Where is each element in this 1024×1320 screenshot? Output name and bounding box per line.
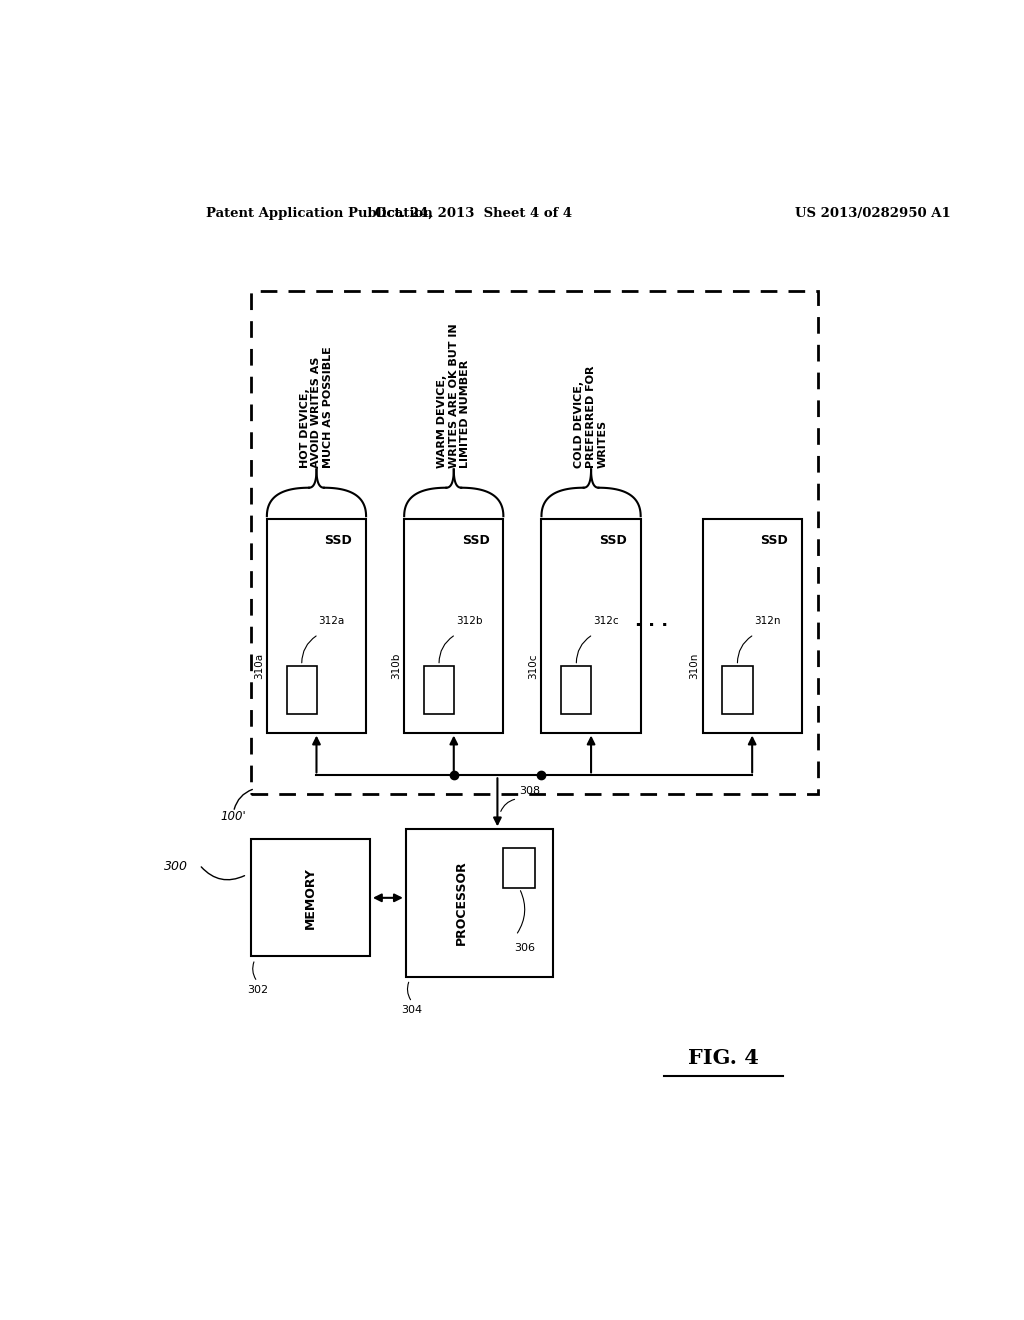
Bar	[251, 290, 818, 793]
Bar	[406, 829, 553, 977]
Text: 310b: 310b	[391, 653, 401, 680]
Text: 312b: 312b	[456, 616, 482, 626]
Text: 302: 302	[247, 985, 268, 995]
Bar	[251, 840, 370, 956]
Text: SSD: SSD	[599, 535, 627, 548]
Bar	[561, 665, 592, 714]
Text: WARM DEVICE,
WRITES ARE OK BUT IN
LIMITED NUMBER: WARM DEVICE, WRITES ARE OK BUT IN LIMITE…	[437, 323, 470, 469]
Text: SSD: SSD	[462, 535, 489, 548]
Bar	[287, 665, 316, 714]
Text: US 2013/0282950 A1: US 2013/0282950 A1	[795, 207, 950, 220]
Bar	[702, 519, 802, 733]
Text: SSD: SSD	[325, 535, 352, 548]
Bar	[424, 665, 455, 714]
Text: 306: 306	[514, 942, 536, 953]
Text: 310n: 310n	[689, 653, 699, 680]
Bar	[504, 847, 536, 888]
Text: MEMORY: MEMORY	[304, 867, 317, 929]
Bar	[722, 665, 753, 714]
Bar	[542, 519, 641, 733]
Text: FIG. 4: FIG. 4	[688, 1048, 759, 1068]
Text: 312n: 312n	[754, 616, 780, 626]
Text: · · ·: · · ·	[635, 616, 669, 635]
Text: 312a: 312a	[318, 616, 345, 626]
Bar	[267, 519, 367, 733]
Bar	[404, 519, 504, 733]
Text: Patent Application Publication: Patent Application Publication	[206, 207, 432, 220]
Text: 312c: 312c	[593, 616, 618, 626]
Text: 100': 100'	[221, 809, 247, 822]
Text: Oct. 24, 2013  Sheet 4 of 4: Oct. 24, 2013 Sheet 4 of 4	[375, 207, 571, 220]
Text: PROCESSOR: PROCESSOR	[455, 861, 468, 945]
Text: 300: 300	[164, 861, 187, 874]
Text: 304: 304	[401, 1005, 423, 1015]
Text: COLD DEVICE,
PREFERRED FOR
WRITES: COLD DEVICE, PREFERRED FOR WRITES	[574, 366, 607, 469]
Text: HOT DEVICE,
AVOID WRITES AS
MUCH AS POSSIBLE: HOT DEVICE, AVOID WRITES AS MUCH AS POSS…	[300, 347, 333, 469]
Text: SSD: SSD	[760, 535, 787, 548]
Text: 310c: 310c	[528, 653, 539, 680]
Text: 308: 308	[519, 785, 541, 796]
Text: 310a: 310a	[254, 653, 264, 680]
